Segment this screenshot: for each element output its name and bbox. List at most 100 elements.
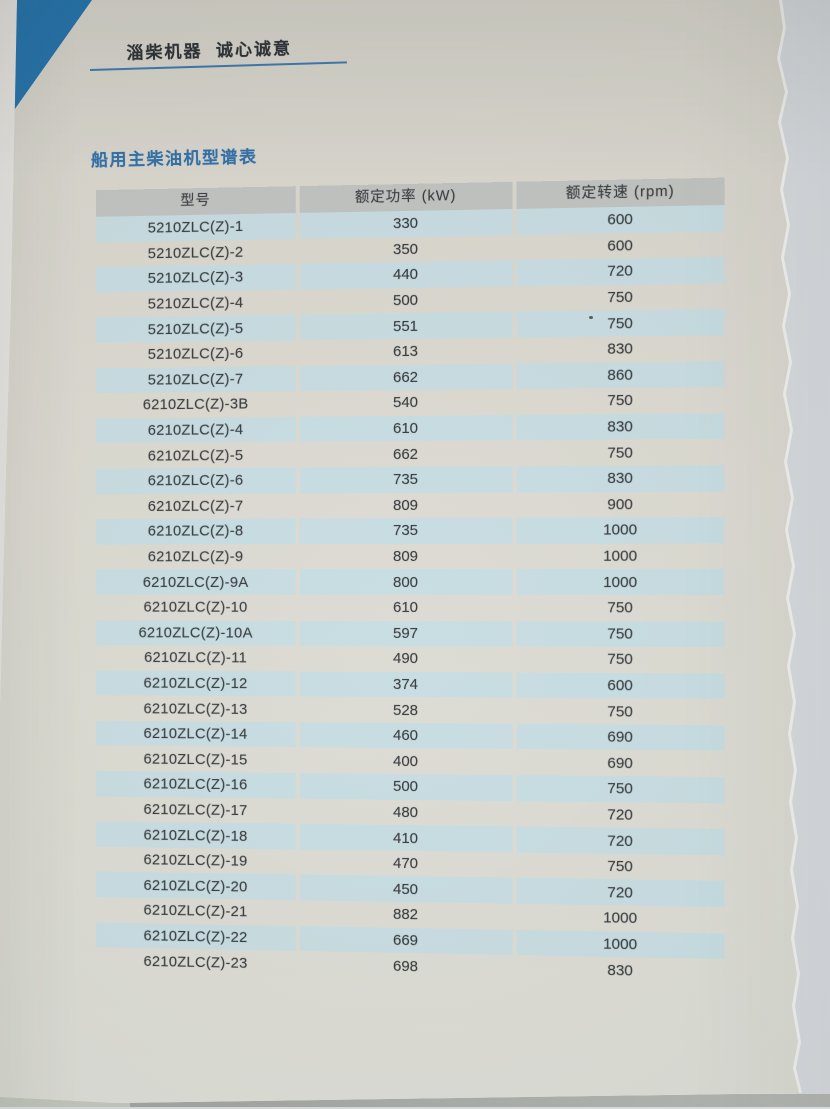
- cell-speed: 1000: [516, 929, 725, 960]
- cell-speed: 860: [516, 361, 725, 390]
- cell-model: 5210ZLC(Z)-5: [96, 314, 296, 343]
- cell-model: 5210ZLC(Z)-2: [147, 243, 244, 263]
- cell-power: 597: [299, 620, 513, 647]
- cell-power: 470: [393, 854, 419, 873]
- cell-speed: 720: [607, 806, 633, 824]
- cell-speed: 830: [516, 465, 725, 493]
- cell-power: 735: [299, 517, 513, 544]
- cell-model: 6210ZLC(Z)-23: [143, 952, 248, 972]
- cell-speed: 690: [516, 723, 725, 752]
- cell-power: 669: [299, 925, 513, 956]
- cell-speed: 600: [607, 236, 633, 255]
- cell-power: 410: [299, 823, 513, 853]
- cell-model: 6210ZLC(Z)-8: [96, 518, 296, 545]
- cell-model: 5210ZLC(Z)-4: [147, 294, 244, 313]
- cell-speed: 1000: [516, 569, 725, 596]
- cell-power: 551: [299, 311, 513, 341]
- cell-model: 6210ZLC(Z)-7: [147, 497, 244, 515]
- cell-model: 6210ZLC(Z)-6: [96, 467, 296, 494]
- cell-power: 330: [299, 209, 513, 239]
- cell-speed: 750: [607, 599, 633, 617]
- table-row: 6210ZLC(Z)-7 809 900: [96, 491, 725, 519]
- cell-power: 440: [299, 260, 513, 290]
- cell-model: 6210ZLC(Z)-19: [143, 851, 248, 870]
- cell-speed: 750: [607, 444, 633, 462]
- cell-speed: 830: [516, 413, 725, 441]
- background-patch: [0, 1097, 130, 1107]
- table-row: 6210ZLC(Z)-10 610 750: [96, 595, 725, 621]
- cell-speed: 1000: [603, 909, 638, 928]
- cell-power: 662: [393, 445, 419, 463]
- cell-speed: 750: [516, 620, 725, 648]
- cell-power: 374: [299, 671, 513, 698]
- cell-model: 6210ZLC(Z)-10A: [96, 619, 296, 646]
- cell-model: 5210ZLC(Z)-3: [96, 263, 296, 293]
- cell-model: 6210ZLC(Z)-14: [96, 720, 296, 748]
- table-row: 6210ZLC(Z)-5 662 750: [96, 439, 725, 469]
- table-row: 6210ZLC(Z)-11 490 750: [96, 645, 725, 673]
- cell-power: 350: [393, 240, 419, 259]
- cell-power: 662: [299, 363, 513, 392]
- cell-model: 6210ZLC(Z)-5: [147, 446, 244, 465]
- column-header-speed: 额定转速 (rpm): [516, 177, 725, 209]
- cell-power: 698: [393, 957, 419, 975]
- cell-model: 6210ZLC(Z)-15: [143, 750, 248, 769]
- cell-model: 5210ZLC(Z)-7: [96, 365, 296, 394]
- cell-speed: 750: [607, 288, 633, 307]
- cell-model: 6210ZLC(Z)-16: [96, 771, 296, 799]
- cell-power: 450: [299, 874, 513, 904]
- cell-model: 6210ZLC(Z)-3B: [142, 395, 249, 414]
- cell-power: 500: [393, 291, 419, 310]
- cell-power: 610: [299, 414, 513, 443]
- cell-power: 460: [299, 722, 513, 750]
- cell-power: 800: [299, 569, 513, 595]
- cell-speed: 750: [607, 857, 633, 876]
- cell-speed: 750: [607, 651, 633, 669]
- engine-spec-table: 型号 额定功率 (kW) 额定转速 (rpm) 5210ZLC(Z)-1 330 6…: [96, 177, 725, 986]
- cell-model: 6210ZLC(Z)-13: [143, 699, 248, 718]
- page-title: 船用主柴油机型谱表: [90, 147, 258, 170]
- cell-speed: 720: [516, 257, 725, 287]
- cell-speed: 830: [607, 340, 633, 359]
- cell-speed: 750: [516, 309, 725, 338]
- cell-model: 5210ZLC(Z)-6: [147, 345, 244, 364]
- cell-speed: 690: [607, 754, 633, 772]
- cell-speed: 900: [607, 495, 633, 514]
- table-row: 6210ZLC(Z)-9A 800 1000: [96, 569, 725, 596]
- cell-model: 6210ZLC(Z)-11: [144, 649, 248, 667]
- table-row: 6210ZLC(Z)-8 735 1000: [96, 517, 725, 545]
- cell-model: 6210ZLC(Z)-12: [96, 670, 296, 697]
- column-header-model: 型号: [96, 186, 296, 217]
- cell-power: 400: [393, 752, 419, 770]
- cell-speed: 600: [516, 205, 725, 235]
- dust-speck: [589, 316, 593, 319]
- cell-speed: 1000: [516, 517, 725, 544]
- cell-speed: 720: [516, 878, 725, 908]
- cell-model: 6210ZLC(Z)-20: [96, 871, 296, 901]
- cell-model: 6210ZLC(Z)-9: [147, 548, 244, 566]
- column-header-power: 额定功率 (kW): [299, 181, 513, 213]
- cell-power: 490: [393, 650, 419, 668]
- cell-model: 6210ZLC(Z)-18: [96, 821, 296, 850]
- table-row: 6210ZLC(Z)-12 374 600: [96, 670, 725, 700]
- table-row: 6210ZLC(Z)-6 735 830: [96, 465, 725, 494]
- cell-model: 6210ZLC(Z)-17: [143, 801, 248, 820]
- cell-power: 500: [299, 773, 513, 801]
- cell-power: 480: [393, 803, 419, 822]
- cell-model: 6210ZLC(Z)-10: [143, 598, 248, 616]
- cell-model: 6210ZLC(Z)-22: [96, 922, 296, 952]
- cell-speed: 750: [607, 702, 633, 721]
- cell-power: 882: [393, 906, 419, 924]
- cell-power: 735: [299, 466, 513, 494]
- cell-speed: 1000: [603, 547, 638, 565]
- cell-power: 610: [393, 599, 419, 617]
- cell-model: 6210ZLC(Z)-21: [143, 902, 248, 921]
- table-rows: 5210ZLC(Z)-1 330 600 5210ZLC(Z)-2 350 600 5210…: [96, 205, 725, 985]
- table-row: 6210ZLC(Z)-10A 597 750: [96, 619, 725, 648]
- cell-speed: 750: [607, 392, 633, 410]
- cell-speed: 600: [516, 672, 725, 700]
- table-row: 6210ZLC(Z)-9 809 1000: [96, 543, 725, 569]
- cell-power: 809: [393, 547, 419, 566]
